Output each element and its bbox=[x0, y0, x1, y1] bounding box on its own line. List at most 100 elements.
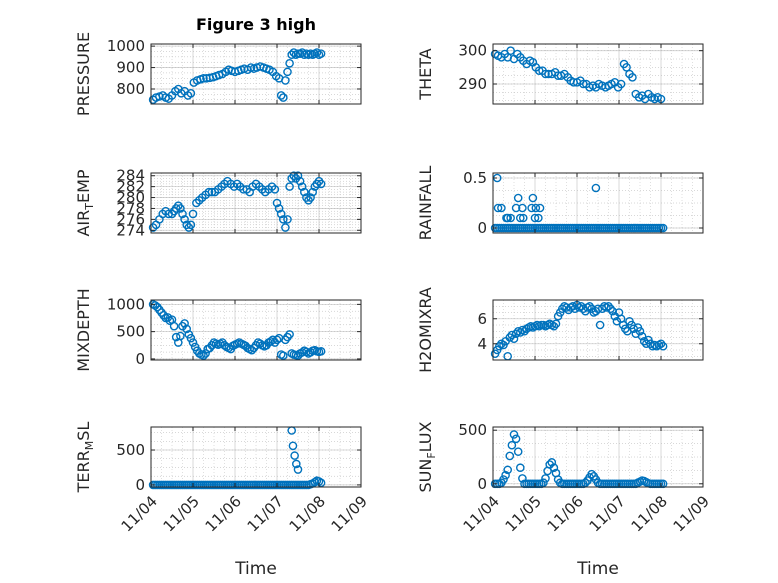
data-point bbox=[204, 187, 214, 197]
data-point bbox=[513, 193, 523, 203]
y-axis-label: RAINFALL bbox=[416, 166, 435, 241]
data-point bbox=[199, 351, 208, 360]
data-point bbox=[247, 345, 257, 355]
data-point bbox=[278, 215, 288, 224]
y-tick-label: 500 bbox=[116, 441, 145, 459]
data-point bbox=[276, 209, 286, 219]
x-tick-label: 11/05 bbox=[502, 492, 545, 535]
data-point bbox=[587, 469, 597, 479]
data-point bbox=[306, 348, 315, 357]
x-tick-label: 11/06 bbox=[202, 492, 245, 535]
data-point bbox=[541, 474, 550, 483]
data-point bbox=[499, 475, 508, 484]
data-point bbox=[188, 209, 198, 219]
data-point bbox=[606, 304, 615, 314]
data-point bbox=[635, 326, 645, 336]
y-tick-label: 6 bbox=[477, 310, 487, 328]
data-point bbox=[511, 329, 521, 339]
data-point bbox=[292, 459, 301, 469]
data-point bbox=[493, 203, 503, 213]
data-point bbox=[637, 331, 647, 341]
data-point bbox=[608, 306, 618, 316]
data-point bbox=[551, 319, 561, 329]
data-point bbox=[289, 48, 299, 57]
x-tick-label: 11/08 bbox=[286, 492, 329, 535]
data-point bbox=[501, 470, 510, 480]
axes-box bbox=[150, 43, 362, 105]
data-point bbox=[505, 333, 515, 342]
y-tick-label: 300 bbox=[458, 42, 487, 60]
data-point bbox=[581, 478, 590, 488]
axes-box bbox=[150, 426, 362, 488]
x-tick-label: 11/08 bbox=[628, 492, 671, 535]
y-tick-label: 1000 bbox=[107, 295, 145, 313]
data-point bbox=[316, 179, 326, 189]
y-tick-label: 1000 bbox=[107, 37, 145, 55]
y-tick-label: 284 bbox=[116, 167, 145, 185]
data-point bbox=[568, 301, 578, 311]
axes-rainfall: 0 0.5 RAINFALL bbox=[416, 166, 704, 241]
data-point bbox=[182, 324, 191, 334]
x-tick-label: 11/09 bbox=[328, 492, 371, 535]
data-point bbox=[511, 203, 521, 213]
x-tick-label: 11/07 bbox=[586, 492, 629, 535]
data-point bbox=[576, 301, 586, 311]
y-axis-label: SUNFLUX bbox=[416, 421, 438, 492]
y-tick-label: 290 bbox=[458, 75, 487, 93]
data-point bbox=[283, 215, 292, 224]
y-axis-label: AIRTEMP bbox=[74, 169, 96, 236]
axes-box bbox=[492, 299, 704, 361]
data-point bbox=[505, 451, 515, 461]
y-tick-label: 0 bbox=[477, 219, 487, 237]
data-point bbox=[270, 185, 280, 194]
y-axis-label: TERRMSL bbox=[74, 422, 96, 494]
data-point bbox=[180, 319, 189, 328]
data-point bbox=[308, 187, 318, 197]
axes-box bbox=[150, 172, 362, 234]
data-point bbox=[549, 463, 559, 473]
data-point bbox=[186, 220, 196, 230]
data-point bbox=[312, 48, 322, 57]
data-point bbox=[272, 198, 282, 208]
data-point bbox=[316, 346, 326, 356]
data-point bbox=[285, 182, 294, 191]
y-tick-label: 280 bbox=[116, 189, 145, 207]
data-point bbox=[494, 341, 504, 351]
data-point bbox=[628, 73, 637, 82]
data-point bbox=[516, 328, 525, 337]
data-point bbox=[527, 203, 536, 213]
data-point bbox=[283, 67, 292, 77]
data-point bbox=[518, 474, 527, 483]
axes-theta: 290 300 THETA bbox=[416, 42, 704, 105]
x-tick-label: 11/09 bbox=[670, 492, 713, 535]
y-tick-label: 500 bbox=[116, 323, 145, 341]
y-tick-label: 0.5 bbox=[463, 169, 487, 187]
data-point bbox=[595, 320, 605, 330]
data-point bbox=[295, 176, 305, 186]
data-point bbox=[302, 347, 311, 357]
data-point bbox=[176, 204, 185, 213]
y-axis-label: MIXDEPTH bbox=[74, 288, 93, 371]
data-point bbox=[272, 335, 282, 345]
data-point bbox=[201, 349, 210, 358]
x-tick-label: 11/07 bbox=[244, 492, 287, 535]
data-point bbox=[518, 203, 527, 213]
data-point bbox=[616, 79, 626, 89]
data-point bbox=[503, 213, 513, 223]
data-point bbox=[656, 339, 666, 349]
axes-box bbox=[492, 172, 704, 234]
data-point bbox=[509, 334, 519, 344]
y-tick-label: 278 bbox=[116, 199, 145, 217]
data-point bbox=[534, 213, 543, 223]
data-point bbox=[285, 58, 294, 68]
data-point bbox=[299, 187, 309, 197]
y-tick-label: 0 bbox=[135, 476, 145, 494]
axes-box bbox=[492, 426, 704, 488]
data-point bbox=[562, 303, 571, 312]
x-axis-label: Time bbox=[234, 559, 277, 579]
data-point bbox=[281, 76, 290, 85]
axes-box bbox=[492, 43, 704, 105]
y-tick-label: 274 bbox=[116, 221, 145, 239]
